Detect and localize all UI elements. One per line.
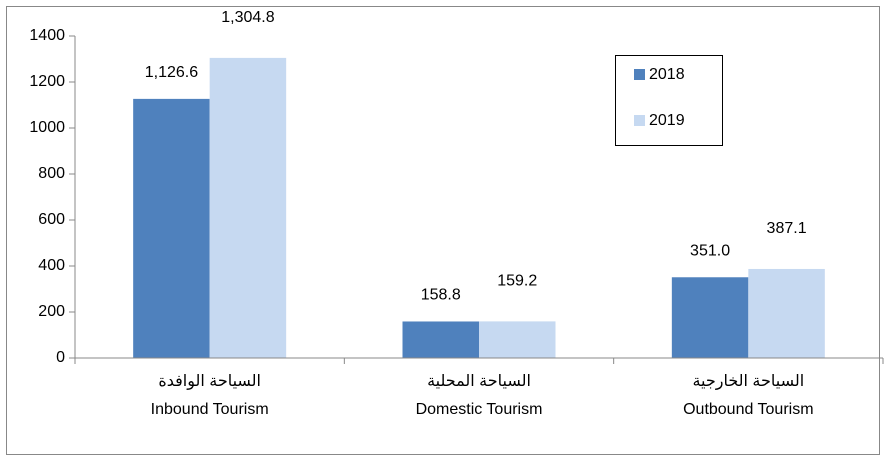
bar <box>479 321 556 358</box>
x-tick-label: Domestic Tourism <box>416 401 543 418</box>
value-label: 159.2 <box>497 273 537 290</box>
value-label: 1,126.6 <box>145 64 198 81</box>
bar <box>748 268 825 358</box>
value-label: 351.0 <box>690 242 730 259</box>
legend-swatch <box>634 115 645 126</box>
x-tick-label: السياحة المحلية <box>427 373 531 390</box>
legend-box <box>615 55 723 146</box>
legend-label: 2019 <box>649 112 685 129</box>
x-tick-label: Outbound Tourism <box>683 401 813 418</box>
y-tick-label: 0 <box>56 349 65 366</box>
x-tick-label: Inbound Tourism <box>151 401 269 418</box>
x-tick-label: السياحة الوافدة <box>158 373 261 391</box>
y-tick-label: 200 <box>38 303 65 320</box>
y-tick-label: 1400 <box>29 27 65 44</box>
legend-swatch <box>634 69 645 80</box>
bar <box>133 98 210 358</box>
y-tick-label: 800 <box>38 165 65 182</box>
y-tick-label: 1200 <box>29 73 65 90</box>
value-label: 387.1 <box>767 220 807 237</box>
value-label: 158.8 <box>421 287 461 304</box>
y-tick-label: 1000 <box>29 119 65 136</box>
y-tick-label: 400 <box>38 257 65 274</box>
bar <box>402 321 479 358</box>
y-tick-label: 600 <box>38 211 65 228</box>
value-label: 1,304.8 <box>221 9 274 26</box>
x-tick-label: السياحة الخارجية <box>692 373 804 391</box>
bar <box>209 57 287 359</box>
bar <box>671 277 749 358</box>
legend-label: 2018 <box>649 66 685 83</box>
